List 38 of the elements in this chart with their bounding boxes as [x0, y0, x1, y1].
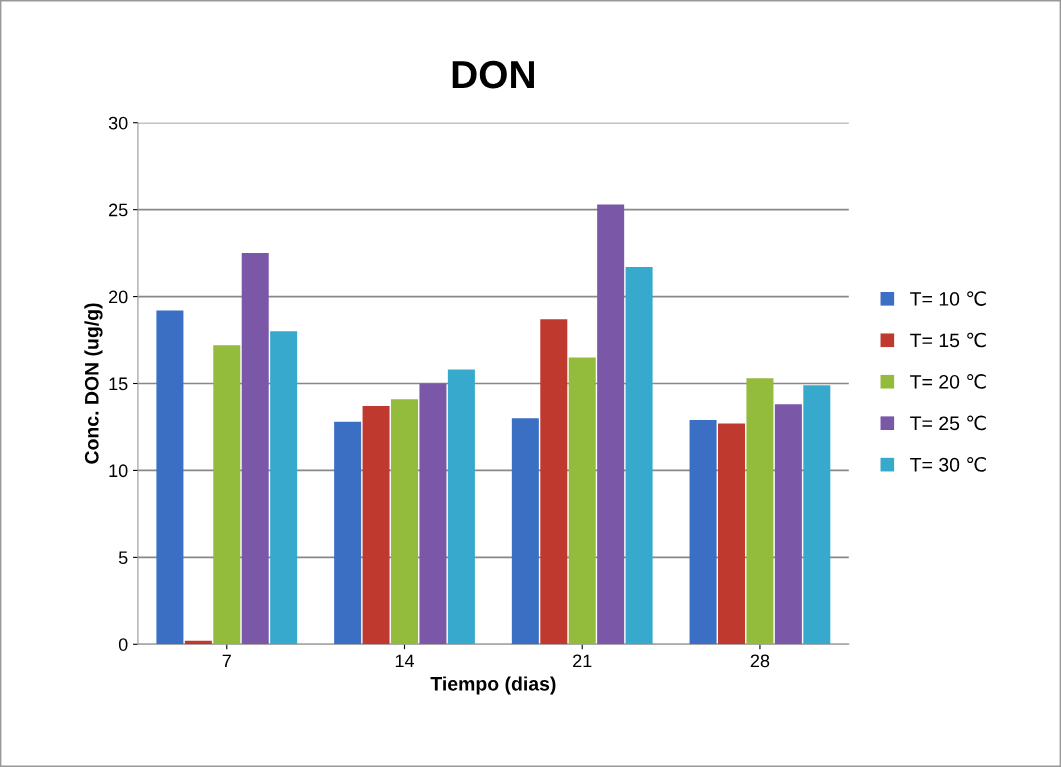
bar: [689, 420, 717, 645]
y-tick-label: 0: [118, 638, 128, 651]
x-axis-title: Tiempo (dias): [430, 676, 556, 695]
bar: [241, 253, 269, 645]
y-tick-label: 30: [108, 116, 128, 130]
bar: [746, 378, 774, 645]
legend-label: T= 10 ℃: [910, 291, 986, 306]
x-tick-label: 7: [222, 654, 231, 668]
legend-label: T= 15 ℃: [910, 332, 986, 348]
y-tick-label: 15: [109, 377, 128, 391]
legend-label: T= 25 ℃: [910, 415, 986, 431]
bar: [803, 385, 831, 645]
x-tick-label: 21: [573, 654, 592, 668]
legend-label: T= 30 ℃: [910, 457, 986, 472]
bar: [362, 406, 390, 645]
y-tick-label: 20: [109, 290, 128, 304]
bar: [597, 204, 625, 645]
bar: [540, 319, 568, 645]
bar: [213, 345, 241, 645]
bar: [334, 421, 362, 645]
bar: [718, 423, 746, 645]
x-tick-label: 28: [750, 654, 770, 668]
bar: [419, 383, 447, 645]
chart-title: DON: [452, 60, 534, 89]
y-tick-label: 5: [118, 551, 128, 565]
bar: [447, 369, 475, 645]
bar: [511, 418, 539, 645]
bar: [270, 331, 298, 645]
x-tick-label: 14: [395, 654, 415, 668]
bar: [568, 357, 596, 645]
y-tick-label: 10: [109, 464, 128, 478]
bar: [774, 404, 802, 645]
legend-label: T= 20 ℃: [910, 374, 986, 389]
bar: [391, 399, 419, 645]
bar: [625, 267, 653, 645]
y-tick-label: 25: [109, 203, 128, 217]
y-axis-title: Conc. DON (ug/g): [84, 303, 103, 464]
bar: [156, 310, 184, 645]
